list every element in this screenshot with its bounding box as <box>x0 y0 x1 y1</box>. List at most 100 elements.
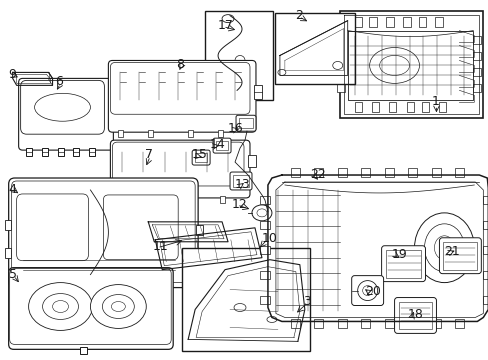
Bar <box>253 85 262 99</box>
Bar <box>472 68 480 76</box>
Bar <box>418 17 426 27</box>
Text: 4: 4 <box>9 183 17 196</box>
Bar <box>385 17 393 27</box>
FancyBboxPatch shape <box>439 238 480 274</box>
Text: 19: 19 <box>391 248 407 261</box>
Bar <box>439 102 446 112</box>
Bar <box>472 53 480 60</box>
FancyBboxPatch shape <box>103 195 178 260</box>
Text: 7: 7 <box>145 148 153 161</box>
Bar <box>89 148 95 156</box>
Bar <box>260 221 269 229</box>
Bar <box>398 302 431 329</box>
FancyBboxPatch shape <box>236 115 255 131</box>
Bar <box>182 248 309 351</box>
Text: 3: 3 <box>302 294 310 307</box>
Ellipse shape <box>235 55 244 66</box>
Bar <box>52 285 59 293</box>
Bar <box>482 271 488 279</box>
Ellipse shape <box>35 93 90 121</box>
Bar <box>220 88 238 96</box>
Text: 9: 9 <box>9 68 17 81</box>
Text: 21: 21 <box>444 245 459 258</box>
Ellipse shape <box>424 224 464 272</box>
Bar <box>336 68 344 76</box>
Bar <box>354 102 361 112</box>
Text: 17: 17 <box>218 19 233 32</box>
FancyBboxPatch shape <box>351 276 383 306</box>
Bar <box>118 130 123 137</box>
Bar <box>361 168 369 177</box>
Bar <box>336 36 344 44</box>
Ellipse shape <box>332 62 342 69</box>
Ellipse shape <box>52 301 68 312</box>
Ellipse shape <box>266 316 276 323</box>
FancyBboxPatch shape <box>20 80 104 134</box>
FancyBboxPatch shape <box>229 172 251 190</box>
Bar <box>454 319 464 328</box>
Ellipse shape <box>90 285 146 328</box>
Ellipse shape <box>234 303 245 311</box>
Bar <box>165 285 171 293</box>
Bar <box>260 196 269 204</box>
Bar <box>73 148 80 156</box>
Bar <box>247 155 255 167</box>
Bar <box>435 17 443 27</box>
Ellipse shape <box>256 209 266 217</box>
Bar <box>274 13 354 84</box>
Bar <box>368 17 376 27</box>
Bar <box>482 296 488 303</box>
FancyBboxPatch shape <box>394 298 436 333</box>
Bar <box>314 168 323 177</box>
Bar <box>472 36 480 44</box>
Bar <box>482 221 488 229</box>
Bar <box>148 130 153 137</box>
Text: 10: 10 <box>262 232 277 245</box>
Bar <box>443 242 476 270</box>
Bar <box>58 148 63 156</box>
Bar <box>5 248 11 258</box>
Bar <box>406 102 413 112</box>
FancyBboxPatch shape <box>9 178 198 288</box>
Ellipse shape <box>42 293 78 319</box>
FancyBboxPatch shape <box>381 246 425 282</box>
FancyBboxPatch shape <box>110 62 249 114</box>
Bar <box>353 17 361 27</box>
FancyBboxPatch shape <box>10 269 171 345</box>
Ellipse shape <box>433 236 453 260</box>
FancyBboxPatch shape <box>9 268 173 349</box>
Bar <box>204 11 272 100</box>
FancyBboxPatch shape <box>17 194 88 261</box>
Bar <box>361 319 369 328</box>
Bar <box>407 319 417 328</box>
FancyBboxPatch shape <box>192 150 210 165</box>
FancyBboxPatch shape <box>12 181 195 283</box>
Bar <box>25 285 32 293</box>
Bar <box>260 246 269 254</box>
FancyBboxPatch shape <box>19 78 113 150</box>
Ellipse shape <box>29 283 92 330</box>
FancyBboxPatch shape <box>108 60 255 132</box>
Bar <box>385 250 421 278</box>
FancyBboxPatch shape <box>213 138 230 153</box>
Bar <box>173 196 178 203</box>
Text: 5: 5 <box>9 268 17 281</box>
FancyBboxPatch shape <box>112 142 244 186</box>
Text: 6: 6 <box>56 75 63 89</box>
Bar <box>314 319 323 328</box>
Bar <box>260 296 269 303</box>
Text: 15: 15 <box>192 148 207 161</box>
Text: 22: 22 <box>309 168 325 181</box>
Text: 20: 20 <box>364 285 380 298</box>
Bar <box>339 11 482 118</box>
Ellipse shape <box>357 280 377 301</box>
Ellipse shape <box>102 294 134 319</box>
Bar <box>422 102 428 112</box>
Ellipse shape <box>369 48 419 84</box>
Bar <box>196 225 203 235</box>
Bar <box>407 168 417 177</box>
Bar <box>25 148 32 156</box>
Bar <box>120 196 125 203</box>
Bar <box>431 168 440 177</box>
Bar <box>41 148 47 156</box>
